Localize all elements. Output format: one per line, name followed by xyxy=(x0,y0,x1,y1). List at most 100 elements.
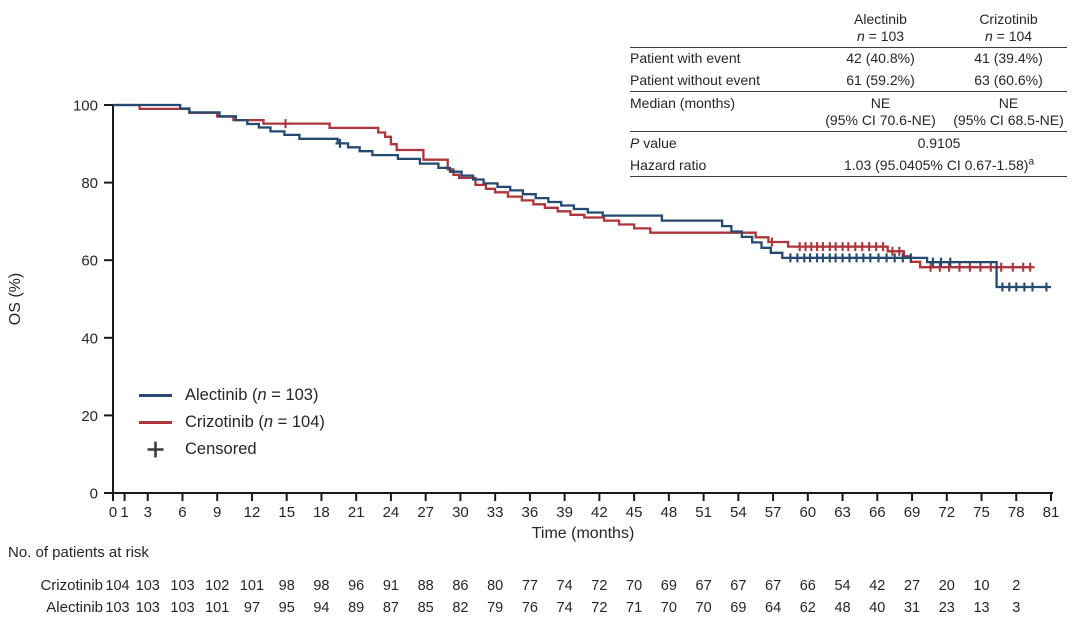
risk-count: 66 xyxy=(800,578,816,594)
risk-count: 3 xyxy=(1012,600,1020,616)
risk-count: 79 xyxy=(487,600,503,616)
risk-table-title: No. of patients at risk xyxy=(8,544,149,561)
stat-label: Hazard ratio xyxy=(630,156,707,173)
risk-count: 96 xyxy=(348,578,364,594)
legend-label: Alectinib (n = 103) xyxy=(185,386,319,404)
x-tick-label: 57 xyxy=(765,504,782,521)
x-tick-label: 18 xyxy=(313,504,330,521)
p-label-rest: value xyxy=(639,134,677,151)
risk-count: 54 xyxy=(834,578,850,594)
alectinib-line-swatch xyxy=(139,393,172,398)
legend-label: Censored xyxy=(185,440,257,458)
risk-count: 94 xyxy=(313,600,329,616)
y-tick-label: 100 xyxy=(73,98,98,115)
risk-count: 10 xyxy=(973,578,989,594)
y-tick-label: 80 xyxy=(81,175,98,192)
risk-count: 103 xyxy=(105,600,129,616)
risk-count: 103 xyxy=(136,600,160,616)
x-tick-label: 21 xyxy=(348,504,365,521)
risk-count: 23 xyxy=(939,600,955,616)
footnote-marker: a xyxy=(1028,155,1035,167)
summary-stats-table: Alectinib n = 103 Crizotinib n = 104 Pat… xyxy=(630,8,1067,177)
legend: Alectinib (n = 103) Crizotinib (n = 104)… xyxy=(139,382,325,463)
stat-value-alectinib: 42 (40.8%) xyxy=(846,50,915,67)
risk-count: 98 xyxy=(313,578,329,594)
column-header-alectinib: Alectinib n = 103 xyxy=(811,8,950,47)
x-tick-label: 75 xyxy=(973,504,990,521)
risk-count: 77 xyxy=(522,578,538,594)
stat-value-crizotinib: NE (95% CI 68.5-NE) xyxy=(950,92,1067,131)
column-header-label: Alectinib xyxy=(854,10,907,27)
x-tick-label: 30 xyxy=(452,504,469,521)
risk-count: 103 xyxy=(136,578,160,594)
risk-count: 103 xyxy=(170,600,194,616)
risk-count: 91 xyxy=(383,578,399,594)
x-tick-label: 3 xyxy=(144,504,152,521)
risk-count: 69 xyxy=(730,600,746,616)
x-tick-label: 63 xyxy=(834,504,851,521)
risk-count: 27 xyxy=(904,578,920,594)
x-tick-label: 24 xyxy=(383,504,400,521)
x-tick-label: 66 xyxy=(869,504,886,521)
x-tick-label: 33 xyxy=(487,504,504,521)
x-tick-label: 9 xyxy=(213,504,221,521)
n-value: = 104 xyxy=(992,27,1033,44)
risk-count: 71 xyxy=(626,600,642,616)
y-tick-label: 60 xyxy=(81,253,98,270)
stats-row-with-event: Patient with event 42 (40.8%) 41 (39.4%) xyxy=(630,48,1067,70)
risk-count: 76 xyxy=(522,600,538,616)
x-tick-label: 81 xyxy=(1043,504,1060,521)
risk-count: 104 xyxy=(105,578,129,594)
stats-row-median: Median (months) NE (95% CI 70.6-NE) NE (… xyxy=(630,92,1067,133)
stats-row-hazard-ratio: Hazard ratio 1.03 (95.0405% CI 0.67-1.58… xyxy=(630,154,1067,177)
stat-value-crizotinib: 41 (39.4%) xyxy=(974,50,1043,67)
risk-row-label-alectinib: Alectinib xyxy=(46,599,103,616)
stats-row-without-event: Patient without event 61 (59.2%) 63 (60.… xyxy=(630,70,1067,93)
median-ci: (95% CI 70.6-NE) xyxy=(825,112,936,129)
risk-count: 88 xyxy=(418,578,434,594)
n-symbol: n xyxy=(856,27,865,44)
column-header-label: Crizotinib xyxy=(979,10,1038,27)
risk-count: 87 xyxy=(383,600,399,616)
risk-count: 80 xyxy=(487,578,503,594)
y-tick-label: 0 xyxy=(90,486,98,503)
y-tick-label: 20 xyxy=(81,408,98,425)
risk-count: 31 xyxy=(904,600,920,616)
risk-count: 74 xyxy=(557,578,573,594)
x-tick-label: 51 xyxy=(695,504,712,521)
risk-count: 97 xyxy=(244,600,260,616)
column-header-n: n = 103 xyxy=(811,28,950,45)
stat-label: Patient with event xyxy=(630,50,741,67)
x-tick-label: 60 xyxy=(799,504,816,521)
x-tick-label: 27 xyxy=(417,504,434,521)
stat-label: Median (months) xyxy=(630,94,736,111)
risk-count: 70 xyxy=(696,600,712,616)
y-tick-label: 40 xyxy=(81,330,98,347)
stats-header-row: Alectinib n = 103 Crizotinib n = 104 xyxy=(630,8,1067,48)
stat-value-alectinib: 61 (59.2%) xyxy=(846,72,915,89)
column-header-crizotinib: Crizotinib n = 104 xyxy=(950,8,1067,47)
x-tick-label: 72 xyxy=(938,504,955,521)
legend-item-alectinib: Alectinib (n = 103) xyxy=(139,382,325,409)
risk-count: 69 xyxy=(661,578,677,594)
risk-row-label-crizotinib: Crizotinib xyxy=(40,577,103,594)
stat-label: Patient without event xyxy=(630,72,760,89)
x-tick-label: 45 xyxy=(626,504,643,521)
x-axis-title: Time (months) xyxy=(531,525,635,542)
alectinib-censor-marks xyxy=(335,138,1051,292)
risk-count: 70 xyxy=(626,578,642,594)
x-tick-label: 36 xyxy=(522,504,539,521)
stat-value-hazard-ratio: 1.03 (95.0405% CI 0.67-1.58)a xyxy=(811,154,1067,176)
crizotinib-line-swatch xyxy=(139,420,172,425)
risk-count: 67 xyxy=(730,578,746,594)
legend-label: Crizotinib (n = 104) xyxy=(185,413,325,431)
risk-count: 72 xyxy=(591,600,607,616)
risk-count: 64 xyxy=(765,600,781,616)
hazard-ratio-value: 1.03 (95.0405% CI 0.67-1.58) xyxy=(843,156,1029,173)
risk-count: 102 xyxy=(205,578,229,594)
risk-count: 101 xyxy=(240,578,264,594)
stat-label: P value xyxy=(630,132,811,154)
risk-count: 85 xyxy=(418,600,434,616)
